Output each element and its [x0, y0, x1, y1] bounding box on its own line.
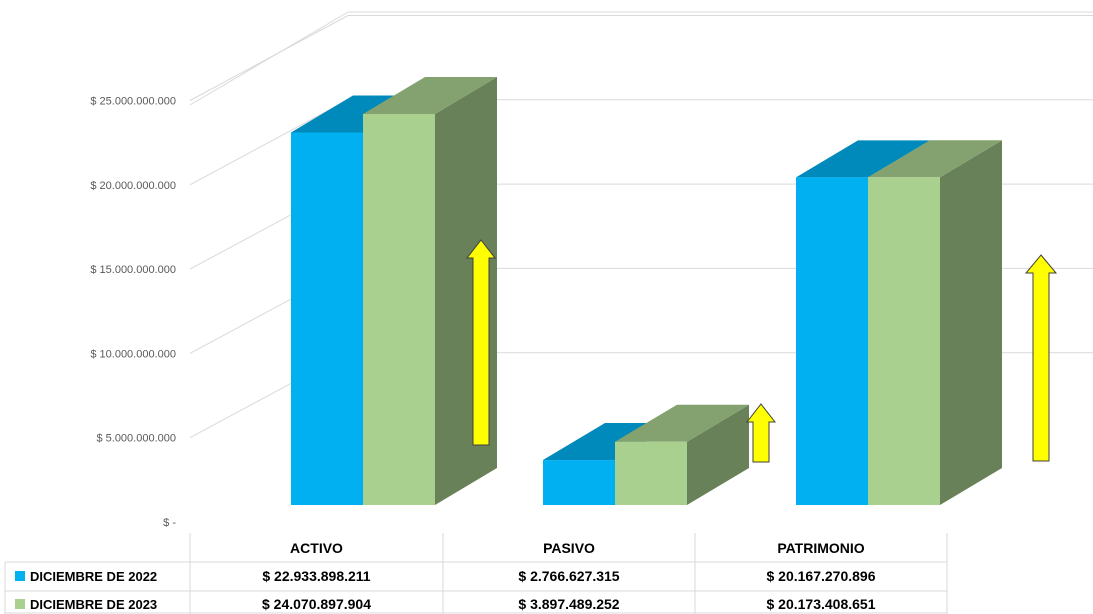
data-label: $ 24.070.897.904 — [262, 596, 371, 612]
y-tick-label: $ 15.000.000.000 — [90, 264, 176, 276]
bar-side-face — [687, 404, 749, 505]
bars — [291, 77, 1002, 505]
bar-patrimonio-2023 — [868, 140, 1002, 505]
legend-swatch — [15, 571, 25, 581]
bar-front-face — [796, 177, 868, 505]
data-label: $ 2.766.627.315 — [518, 568, 619, 584]
data-label: $ 3.897.489.252 — [518, 596, 619, 612]
legend-swatch — [15, 599, 25, 609]
y-tick-label: $ 25.000.000.000 — [90, 96, 176, 108]
data-table: ACTIVO PASIVO PATRIMONIO DICIEMBRE DE 2022 $… — [4, 533, 948, 614]
y-tick-label: $ 5.000.000.000 — [96, 433, 176, 445]
data-label: $ 22.933.898.211 — [262, 568, 370, 584]
bar-side-face — [940, 140, 1002, 505]
legend-label: DICIEMBRE DE 2022 — [30, 569, 157, 584]
bar-patrimonio-2022 — [796, 140, 930, 505]
gridline-side — [189, 99, 349, 186]
y-axis-ticks: $ - $ 5.000.000.000 $ 10.000.000.000 $ 15.0… — [90, 96, 176, 530]
increase-arrow — [1024, 254, 1058, 462]
category-label: PASIVO — [543, 540, 595, 556]
y-tick-label: $ - — [163, 517, 176, 529]
bar-front-face — [291, 132, 363, 505]
bar-pasivo-2022 — [543, 423, 677, 505]
data-label: $ 20.167.270.896 — [767, 568, 876, 584]
increase-arrow — [745, 403, 777, 463]
bar-top-face — [868, 140, 1002, 178]
increase-arrow — [465, 239, 497, 446]
bar-pasivo-2023 — [615, 404, 749, 505]
increase-arrows — [465, 239, 1058, 463]
y-tick-label: $ 10.000.000.000 — [90, 348, 176, 360]
bar-front-face — [868, 177, 940, 505]
bar-top-face — [796, 140, 930, 178]
bar-front-face — [363, 114, 435, 505]
bar-front-face — [615, 441, 687, 505]
gridline-side — [189, 11, 349, 106]
category-label: ACTIVO — [290, 540, 343, 556]
bar-top-face — [363, 77, 497, 114]
y-tick-label: $ 20.000.000.000 — [90, 180, 176, 192]
bar-top-face — [615, 404, 749, 442]
data-label: $ 20.173.408.651 — [767, 596, 876, 612]
category-label: PATRIMONIO — [777, 540, 864, 556]
bar-front-face — [543, 460, 615, 505]
legend-label: DICIEMBRE DE 2023 — [30, 597, 157, 612]
